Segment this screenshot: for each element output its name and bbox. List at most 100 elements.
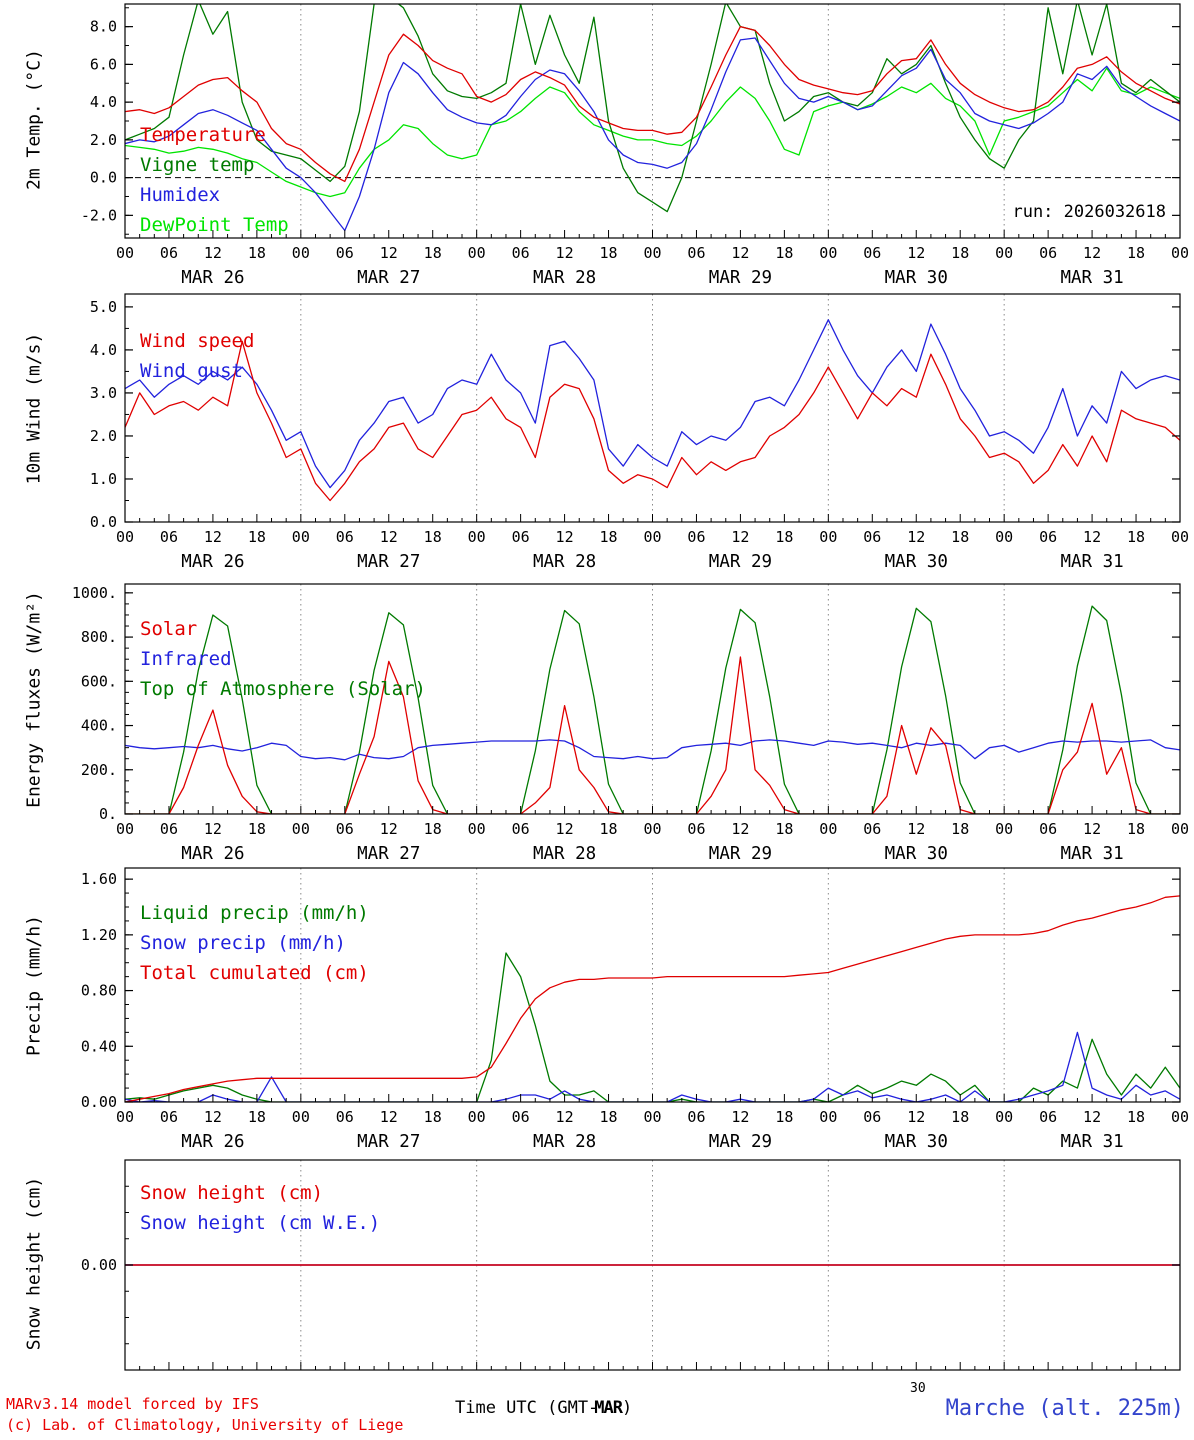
svg-text:MAR 30: MAR 30 [885, 1132, 948, 1152]
svg-text:00: 00 [995, 1108, 1013, 1126]
svg-text:800.: 800. [81, 628, 117, 646]
svg-text:18: 18 [600, 1108, 618, 1126]
svg-text:12: 12 [731, 244, 749, 262]
legend-snow-height-we: Snow height (cm W.E.) [140, 1212, 381, 1234]
svg-text:12: 12 [1083, 1108, 1101, 1126]
svg-text:12: 12 [204, 244, 222, 262]
svg-text:12: 12 [907, 820, 925, 838]
svg-text:12: 12 [731, 1108, 749, 1126]
svg-text:18: 18 [424, 1108, 442, 1126]
wind-plot: 0.0 1.0 2.0 3.0 4.0 5.0 00 06 12 18 00 06 12 18 00 06 12… [90, 293, 1189, 572]
svg-text:18: 18 [424, 244, 442, 262]
temperature-legend: Temperature Vigne temp Humidex DewPoint … [140, 120, 289, 240]
svg-text:00: 00 [292, 244, 310, 262]
legend-wind-speed: Wind speed [140, 330, 255, 352]
svg-text:12: 12 [556, 820, 574, 838]
legend-temperature: Temperature [140, 124, 266, 146]
svg-text:1.60: 1.60 [81, 870, 117, 888]
run-timestamp-label: run: 2026032618 [1012, 202, 1166, 222]
svg-text:06: 06 [863, 528, 881, 546]
legend-total-cumulated: Total cumulated (cm) [140, 962, 369, 984]
svg-text:12: 12 [907, 244, 925, 262]
svg-text:0.: 0. [99, 805, 117, 823]
svg-text:12: 12 [556, 244, 574, 262]
svg-text:12: 12 [204, 528, 222, 546]
svg-text:00: 00 [1171, 244, 1189, 262]
svg-text:MAR 28: MAR 28 [533, 552, 596, 572]
svg-text:2.0: 2.0 [90, 131, 117, 149]
svg-text:MAR 26: MAR 26 [181, 268, 244, 288]
svg-text:3.0: 3.0 [90, 384, 117, 402]
svg-text:00: 00 [1171, 820, 1189, 838]
model-credit-line2: (c) Lab. of Climatology, University of L… [6, 1416, 404, 1434]
svg-text:MAR 28: MAR 28 [533, 268, 596, 288]
svg-text:12: 12 [204, 820, 222, 838]
svg-text:600.: 600. [81, 672, 117, 690]
svg-text:0.00: 0.00 [81, 1093, 117, 1111]
svg-text:18: 18 [951, 244, 969, 262]
x-axis-title-suffix: ) [622, 1398, 633, 1418]
svg-text:18: 18 [1127, 528, 1145, 546]
precipitation-plot: 0.00 0.40 0.80 1.20 1.60 00 06 12 18 00 06 12 18 00 06… [81, 867, 1189, 1152]
svg-text:06: 06 [160, 820, 178, 838]
svg-text:MAR 27: MAR 27 [357, 844, 420, 864]
model-credit-line1: MARv3.14 model forced by IFS [6, 1395, 259, 1413]
svg-text:06: 06 [687, 244, 705, 262]
svg-text:00: 00 [292, 1108, 310, 1126]
svg-text:18: 18 [775, 1108, 793, 1126]
svg-text:06: 06 [687, 820, 705, 838]
svg-text:6.0: 6.0 [90, 55, 117, 73]
legend-vigne-temp: Vigne temp [140, 154, 255, 176]
svg-text:18: 18 [600, 244, 618, 262]
svg-text:00: 00 [995, 820, 1013, 838]
svg-text:MAR 31: MAR 31 [1060, 1132, 1123, 1152]
legend-solar: Solar [140, 618, 198, 640]
svg-text:-2.0: -2.0 [81, 206, 117, 224]
station-label: Marche (alt. 225m) [945, 1396, 1184, 1421]
svg-text:06: 06 [336, 528, 354, 546]
svg-text:06: 06 [687, 1108, 705, 1126]
svg-text:0.0: 0.0 [90, 169, 117, 187]
svg-text:00: 00 [819, 820, 837, 838]
svg-text:06: 06 [1039, 1108, 1057, 1126]
svg-text:0.80: 0.80 [81, 982, 117, 1000]
svg-text:12: 12 [380, 820, 398, 838]
svg-text:MAR 28: MAR 28 [533, 844, 596, 864]
svg-text:00: 00 [468, 1108, 486, 1126]
svg-text:12: 12 [1083, 244, 1101, 262]
svg-text:00: 00 [995, 244, 1013, 262]
svg-text:200.: 200. [81, 761, 117, 779]
legend-wind-gust: Wind gust [140, 360, 243, 382]
svg-text:MAR 29: MAR 29 [709, 268, 772, 288]
panel-temperature: -2.0 0.0 2.0 4.0 6.0 8.0 00 06 12 18 00 06 12 18 00 06 1… [0, 2, 1194, 300]
svg-text:18: 18 [775, 528, 793, 546]
x-axis-title: Time UTC (GMT-MAR) [455, 1398, 632, 1418]
svg-text:400.: 400. [81, 717, 117, 735]
wind-y-axis-label: 10m Wind (m/s) [23, 332, 45, 485]
svg-text:12: 12 [556, 528, 574, 546]
svg-text:MAR 27: MAR 27 [357, 268, 420, 288]
svg-text:00: 00 [643, 528, 661, 546]
svg-text:18: 18 [600, 528, 618, 546]
wind-legend: Wind speed Wind gust [140, 326, 254, 386]
svg-text:12: 12 [380, 244, 398, 262]
panel-snow-height: 0.00 [0, 1158, 1194, 1384]
svg-text:18: 18 [1127, 1108, 1145, 1126]
stray-tick-label: 30 [910, 1381, 926, 1396]
panel-precipitation: 0.00 0.40 0.80 1.20 1.60 00 06 12 18 00 06 12 18 00 06… [0, 866, 1194, 1164]
svg-text:18: 18 [951, 528, 969, 546]
svg-text:00: 00 [995, 528, 1013, 546]
svg-text:12: 12 [907, 1108, 925, 1126]
svg-text:MAR 29: MAR 29 [709, 552, 772, 572]
svg-text:00: 00 [116, 1108, 134, 1126]
svg-text:06: 06 [863, 244, 881, 262]
svg-text:00: 00 [819, 1108, 837, 1126]
svg-text:06: 06 [336, 820, 354, 838]
svg-text:MAR 27: MAR 27 [357, 552, 420, 572]
legend-infrared: Infrared [140, 648, 232, 670]
legend-dewpoint-temp: DewPoint Temp [140, 214, 289, 236]
svg-text:18: 18 [775, 244, 793, 262]
svg-text:06: 06 [160, 528, 178, 546]
svg-text:18: 18 [424, 820, 442, 838]
x-axis-title-prefix: Time UTC (GMT- [455, 1398, 599, 1418]
